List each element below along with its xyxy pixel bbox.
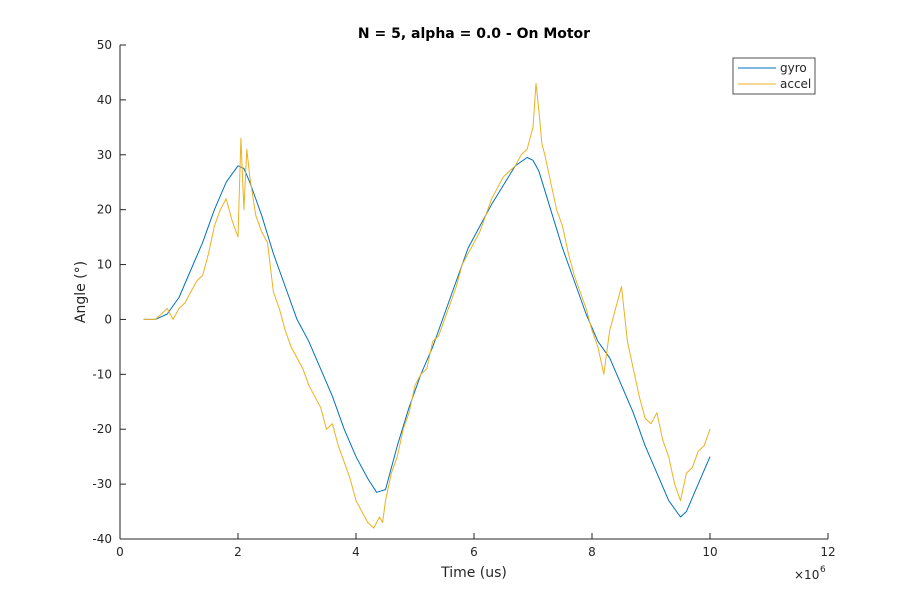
x-exponent-power: 6 xyxy=(820,565,826,575)
x-tick-label: 10 xyxy=(702,545,717,559)
x-exponent: ×10 6 xyxy=(794,565,826,582)
plot-area xyxy=(120,45,828,539)
legend-label-gyro: gyro xyxy=(780,61,807,75)
legend-entries: gyro accel xyxy=(738,61,811,91)
y-tick-label: -30 xyxy=(92,477,112,491)
x-tick-label: 2 xyxy=(234,545,242,559)
y-tick-label: 40 xyxy=(97,93,112,107)
x-axis-label: Time (us) xyxy=(440,565,507,581)
x-tick-label: 0 xyxy=(116,545,124,559)
x-tick-label: 12 xyxy=(820,545,835,559)
y-tick-label: -20 xyxy=(92,422,112,436)
y-axis-label: Angle (°) xyxy=(73,261,89,323)
y-tick-label: -40 xyxy=(92,532,112,546)
legend-label-accel: accel xyxy=(780,77,811,91)
axes: 0 2 4 6 8 10 12 50 40 30 20 10 0 -10 -20 -30 -40 xyxy=(92,38,835,559)
y-tick-label: 0 xyxy=(104,312,112,326)
plot-lines xyxy=(143,82,711,529)
x-tick-label: 8 xyxy=(588,545,596,559)
y-tick-label: 30 xyxy=(97,148,112,162)
x-exponent-base: ×10 xyxy=(794,568,819,582)
x-tick-label: 6 xyxy=(470,545,478,559)
y-tick-label: -10 xyxy=(92,367,112,381)
series-line-accel xyxy=(143,82,711,529)
x-tick-label: 4 xyxy=(352,545,360,559)
legend: gyro accel xyxy=(732,57,816,95)
y-ticks: 50 40 30 20 10 0 -10 -20 -30 -40 xyxy=(92,38,126,546)
series-line-gyro xyxy=(143,157,711,518)
y-tick-label: 10 xyxy=(97,258,112,272)
legend-box xyxy=(732,57,816,95)
x-ticks: 0 2 4 6 8 10 12 xyxy=(116,533,836,559)
y-tick-label: 20 xyxy=(97,203,112,217)
y-tick-label: 50 xyxy=(97,38,112,52)
chart-title: N = 5, alpha = 0.0 - On Motor xyxy=(358,26,590,42)
